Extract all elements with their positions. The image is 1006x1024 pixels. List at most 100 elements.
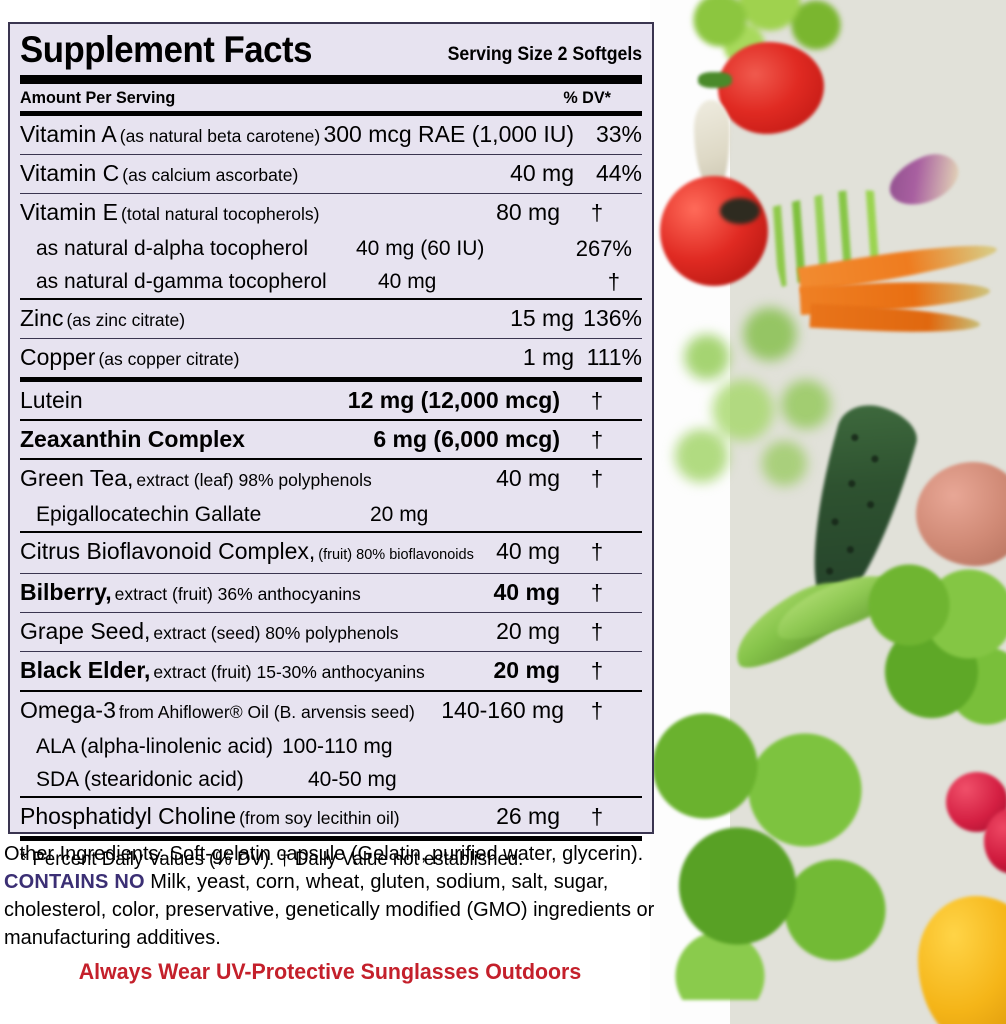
nutrient-name: Phosphatidyl Choline [20,803,237,829]
amount-per-serving-label: Amount Per Serving [20,88,176,107]
table-row: as natural d-alpha tocopherol 40 mg (60 … [20,232,642,265]
nutrient-amount: 1 mg [522,344,574,370]
nutrient-amount: 20 mg [496,618,560,644]
row-divider [20,458,642,460]
potato-icon [916,462,1006,566]
nutrient-desc: (as calcium ascorbate) [122,165,299,185]
nutrient-name: as natural d-gamma tocopherol [36,270,327,293]
nutrient-dv: 33% [595,121,642,147]
table-row: Omega-3 from Ahiflower® Oil (B. arvensis… [20,692,642,730]
panel-header: Supplement Facts Serving Size 2 Softgels [20,24,642,72]
nutrient-desc: extract (seed) 80% polyphenols [153,623,399,643]
row-divider [20,612,642,613]
divider-section [20,377,642,382]
table-row: SDA (stearidonic acid) 40-50 mg [20,763,642,796]
nutrient-name: Green Tea, [20,465,134,491]
nutrient-dv: 267% [575,236,632,261]
table-row: Phosphatidyl Choline (from soy lecithin … [20,798,642,836]
contains-no-label: CONTAINS NO [4,871,145,893]
nutrient-dv: † [590,466,604,491]
red-pepper-icon [718,42,824,134]
nutrient-amount: 100-110 mg [282,735,393,758]
produce-photo [650,0,1006,1024]
greens-icon [650,700,900,1000]
row-divider [20,573,642,574]
nutrient-desc: extract (fruit) 36% anthocyanins [114,584,361,604]
nutrient-name: Omega-3 [20,697,116,723]
nutrient-amount: 15 mg [510,305,574,331]
nutrient-dv: † [607,269,620,294]
nutrient-amount: 40 mg [496,538,560,564]
nutrient-desc: (total natural tocopherols) [121,204,320,224]
nutrient-dv: † [590,539,604,564]
nutrient-desc: (as zinc citrate) [66,310,186,330]
nutrient-desc: from Ahiflower® Oil (B. arvensis seed) [118,702,415,722]
nutrient-name: SDA (stearidonic acid) [36,768,244,791]
nutrient-amount: 40 mg [496,465,560,491]
table-row: Lutein 12 mg (12,000 mcg) † [20,382,642,419]
nutrient-dv: † [590,200,604,225]
row-divider [20,338,642,339]
page-title: Supplement Facts [20,29,313,70]
uv-sunglasses-tagline: Always Wear UV-Protective Sunglasses Out… [78,959,582,984]
row-divider [20,690,642,692]
table-row: Zinc (as zinc citrate) 15 mg 136% [20,300,642,338]
nutrient-amount: 20 mg [370,503,429,526]
nutrient-name: as natural d-alpha tocopherol [36,237,309,260]
nutrient-name: Zeaxanthin Complex [20,426,245,452]
nutrient-amount: 6 mg (6,000 mcg) [373,426,560,452]
supplement-facts-panel: Supplement Facts Serving Size 2 Softgels… [8,22,654,870]
nutrient-amount: 40 mg (60 IU) [356,237,485,260]
table-row: Bilberry, extract (fruit) 36% anthocyani… [20,574,642,612]
nutrient-name: Epigallocatechin Gallate [36,503,262,526]
nutrient-amount: 40 mg [510,160,574,186]
table-row: Epigallocatechin Gallate 20 mg [20,498,642,531]
nutrient-dv: 44% [595,160,642,186]
contains-no-line-2: cholesterol, color, preservative, geneti… [4,899,655,921]
table-row: Black Elder, extract (fruit) 15-30% anth… [20,652,642,690]
nutrient-amount: 12 mg (12,000 mcg) [347,387,560,413]
divider-title [20,75,642,84]
nutrient-name: Lutein [20,387,83,413]
carrot-greens-icon [662,300,842,490]
dv-header-label: % DV* [563,88,611,107]
contains-no-text-1: Milk, yeast, corn, wheat, gluten, sodium… [150,871,609,893]
pepper-stem-icon [698,72,732,88]
nutrient-amount: 140-160 mg [441,697,564,723]
table-row: as natural d-gamma tocopherol 40 mg † [20,265,642,298]
table-row: Vitamin A (as natural beta carotene) 300… [20,116,642,154]
row-divider [20,651,642,652]
nutrient-dv: † [590,619,604,644]
nutrient-dv: 111% [586,344,642,370]
table-row: Citrus Bioflavonoid Complex, (fruit) 80%… [20,533,642,573]
nutrient-desc: (as copper citrate) [98,349,240,369]
nutrient-desc: extract (leaf) 98% polyphenols [136,470,372,490]
divider-header [20,111,642,116]
nutrient-dv: 136% [583,305,642,331]
tomato-calyx-icon [720,198,760,224]
nutrient-name: Citrus Bioflavonoid Complex, [20,538,316,564]
nutrient-name: Black Elder, [20,657,151,683]
contains-no-line-3: manufacturing additives. [4,927,221,949]
nutrient-amount: 20 mg [493,657,560,683]
row-divider [20,531,642,533]
serving-size: Serving Size 2 Softgels [447,44,642,65]
nutrient-amount: 40-50 mg [308,768,397,791]
table-row: Grape Seed, extract (seed) 80% polypheno… [20,613,642,651]
footnote: * Percent Daily Values (% DV). † Daily V… [20,849,524,870]
nutrient-desc: (fruit) 80% bioflavonoids [318,547,474,563]
nutrient-name: Vitamin C [20,160,120,186]
nutrient-name: Copper [20,344,96,370]
row-divider [20,419,642,421]
nutrient-name: ALA (alpha-linolenic acid) [36,735,273,758]
nutrient-amount: 26 mg [496,803,560,829]
nutrient-name: Grape Seed, [20,618,151,644]
divider-footnote [20,836,642,841]
amount-per-serving-header: Amount Per Serving % DV* [20,84,611,111]
table-row: ALA (alpha-linolenic acid) 100-110 mg [20,730,642,763]
nutrient-name: Bilberry, [20,579,112,605]
nutrient-dv: † [590,804,604,829]
contains-no-line-1: CONTAINS NO Milk, yeast, corn, wheat, gl… [4,868,656,896]
table-row: Vitamin E (total natural tocopherols) 80… [20,194,642,232]
nutrient-dv: † [590,388,604,413]
